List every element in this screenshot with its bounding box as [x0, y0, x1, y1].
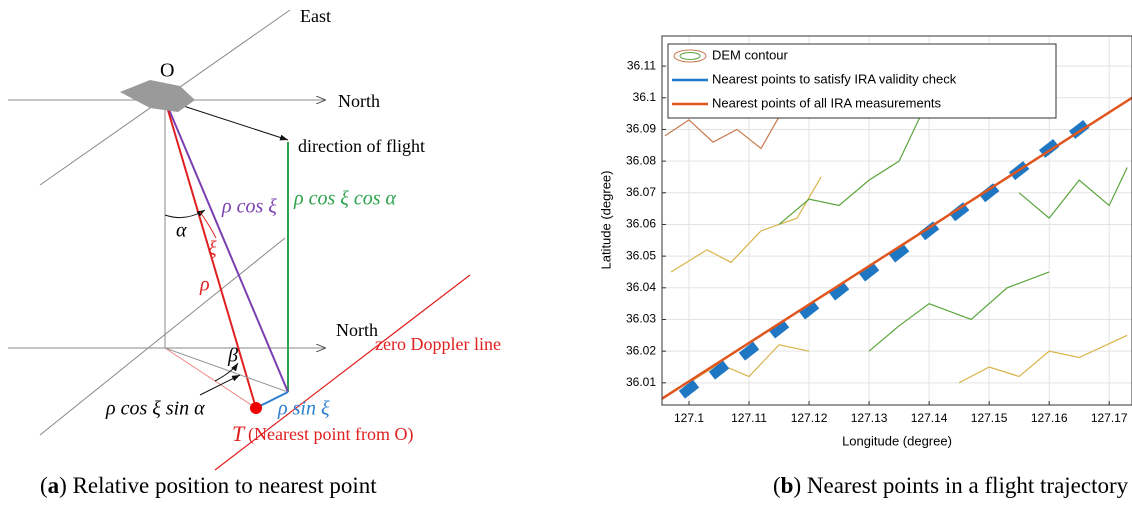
label: ρ cos ξ sin α	[105, 398, 205, 420]
y-tick-label: 36.08	[626, 153, 656, 167]
label: East	[300, 6, 331, 26]
label: ρ sin ξ	[277, 398, 330, 420]
y-tick-label: 36.09	[626, 122, 656, 136]
caption-letter: b	[781, 473, 794, 498]
label: ρ cos ξ	[221, 196, 277, 218]
label: ρ	[199, 274, 210, 296]
proj-line	[165, 348, 288, 392]
caption-letter: a	[48, 473, 60, 498]
x-tick-label: 127.15	[971, 411, 1008, 425]
caption-text: ) Relative position to nearest point	[59, 473, 377, 498]
y-tick-label: 36.06	[626, 217, 656, 231]
y-tick-label: 36.04	[626, 280, 656, 294]
y-tick-label: 36.05	[626, 248, 656, 262]
label: (Nearest point from O)	[248, 424, 413, 445]
y-tick-label: 36.01	[626, 375, 656, 389]
label: O	[160, 60, 174, 82]
legend-label: Nearest points to satisfy IRA validity c…	[712, 71, 957, 86]
label: North	[338, 91, 380, 111]
x-axis-label: Longitude (degree)	[842, 433, 952, 448]
legend-label: DEM contour	[712, 47, 789, 62]
label: ξ	[208, 238, 217, 260]
y-tick-label: 36.03	[626, 312, 656, 326]
label: α	[176, 220, 187, 242]
diagram: East O North direction of flight ρ cos ξ…	[8, 6, 501, 470]
chart: Latitude (degree) Longitude (degree) 127…	[598, 36, 1132, 448]
caption-part: (	[40, 473, 48, 498]
caption: (b) Nearest points in a flight trajector…	[773, 473, 1129, 498]
nearest-point	[250, 402, 262, 414]
x-tick-label: 127.16	[1031, 411, 1068, 425]
y-tick-label: 36.11	[627, 58, 656, 72]
label: zero Doppler line	[375, 334, 501, 354]
label: T	[232, 421, 246, 446]
label: β	[227, 345, 238, 367]
caption-part: (	[773, 473, 781, 498]
y-tick-label: 36.02	[626, 343, 656, 357]
label: North	[336, 320, 378, 340]
legend-label: Nearest points of all IRA measurements	[712, 95, 942, 110]
label: direction of flight	[298, 136, 425, 156]
label: ρ cos ξ cos α	[293, 188, 396, 210]
x-tick-label: 127.17	[1091, 411, 1128, 425]
x-tick-label: 127.12	[791, 411, 828, 425]
x-tick-label: 127.1	[674, 411, 704, 425]
x-tick-label: 127.14	[911, 411, 948, 425]
y-axis-label: Latitude (degree)	[598, 170, 613, 269]
figure: East O North direction of flight ρ cos ξ…	[0, 0, 1132, 510]
x-tick-label: 127.13	[851, 411, 888, 425]
caption: (a) Relative position to nearest point	[40, 473, 377, 498]
caption-text: ) Nearest points in a flight trajectory	[793, 473, 1128, 498]
y-tick-label: 36.07	[626, 185, 656, 199]
y-tick-label: 36.1	[633, 90, 657, 104]
x-tick-label: 127.11	[731, 411, 767, 425]
